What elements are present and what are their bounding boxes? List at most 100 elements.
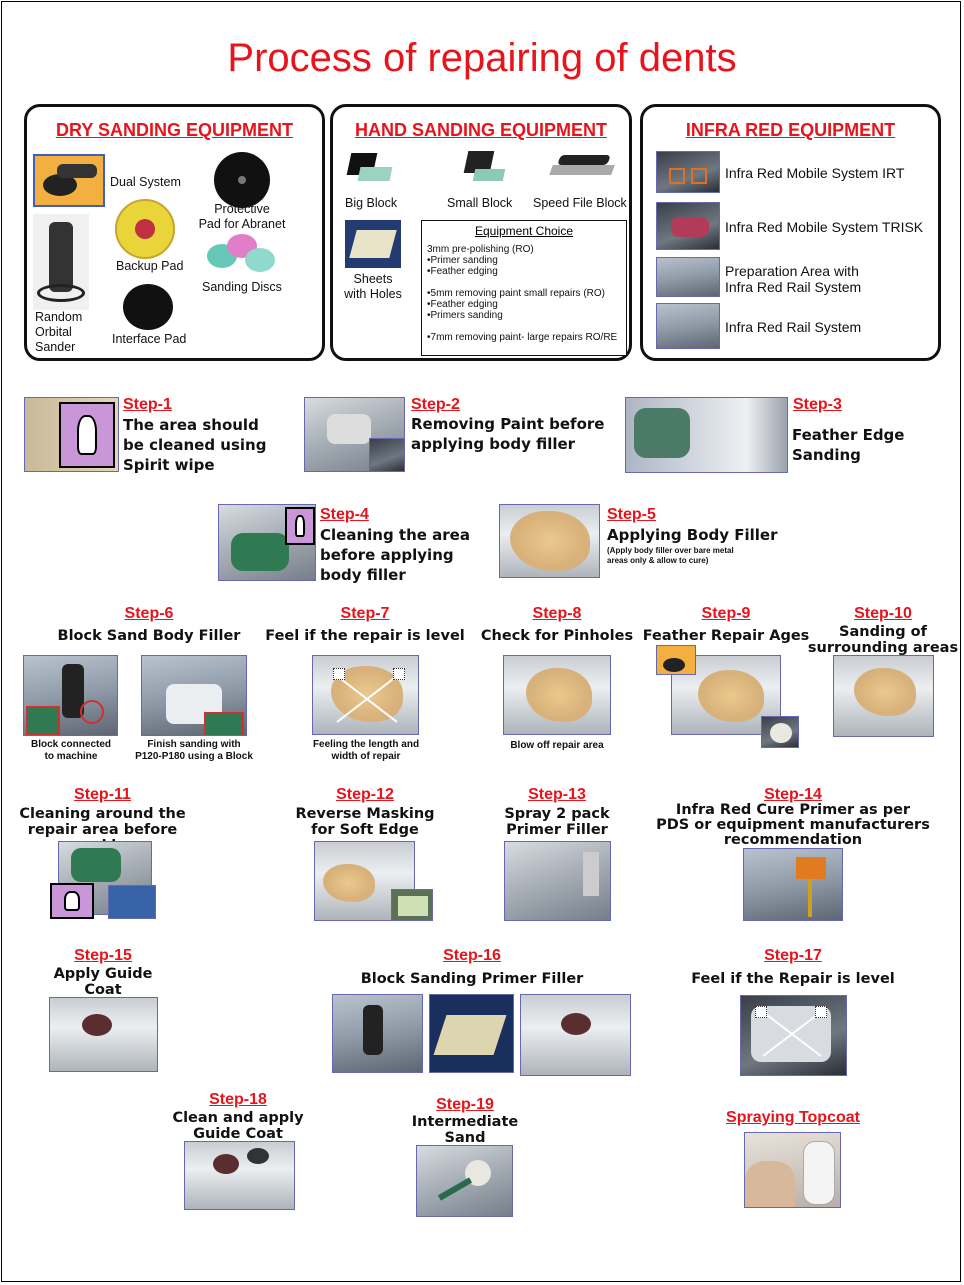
step10-image (833, 655, 934, 737)
step9-sander-inset (656, 645, 696, 675)
step13-desc: Spray 2 pack Primer Filler (504, 806, 610, 838)
sanding-discs-image (207, 234, 279, 274)
step6-desc: Block Sand Body Filler (57, 628, 241, 644)
step14-desc: Infra Red Cure Primer as per PDS or equi… (656, 802, 930, 848)
step18-label: Step-18 (209, 1091, 267, 1108)
step16-machine-image (332, 994, 423, 1073)
step13-label: Step-13 (528, 786, 586, 803)
equipment-choice-item: •Primer sanding (427, 255, 498, 266)
ir-item-label: Preparation Area with Infra Red Rail Sys… (725, 263, 862, 295)
step6-block-image (141, 655, 247, 736)
step11-glove-icon (50, 883, 94, 919)
step18-image (184, 1141, 295, 1210)
step10-label: Step-10 (854, 605, 912, 622)
step6-caption-1: Block connected to machine (30, 739, 112, 762)
step3-desc: Feather Edge Sanding (792, 426, 905, 464)
infra-red-panel: INFRA RED EQUIPMENT Infra Red Mobile Sys… (640, 104, 941, 361)
ir-irt-image (656, 151, 720, 193)
equipment-choice-item: •Feather edging (427, 299, 498, 310)
ir-trisk-image (656, 202, 720, 250)
hand-sanding-panel: HAND SANDING EQUIPMENT Big Block Small B… (330, 104, 632, 361)
step15-label: Step-15 (74, 947, 132, 964)
step8-desc: Check for Pinholes (480, 628, 634, 644)
equipment-choice-item: •Feather edging (427, 266, 498, 277)
step12-desc: Reverse Masking for Soft Edge (295, 806, 435, 838)
step4-image (218, 504, 316, 581)
ir-rail-image (656, 303, 720, 349)
step17-label: Step-17 (764, 947, 822, 964)
interface-pad-label: Interface Pad (112, 332, 187, 346)
step19-image (416, 1145, 513, 1217)
equipment-choice-item (427, 277, 627, 288)
step7-label: Step-7 (340, 605, 390, 622)
step6-label: Step-6 (124, 605, 174, 622)
random-orbital-label: Random Orbital Sander (35, 310, 83, 354)
step12-label: Step-12 (336, 786, 394, 803)
backup-pad-image (115, 199, 175, 259)
step1-label: Step-1 (123, 396, 172, 413)
equipment-choice-list: 3mm pre-polishing (RO) •Primer sanding •… (427, 244, 627, 343)
random-orbital-sander-image (33, 214, 89, 310)
step9-label: Step-9 (701, 605, 751, 622)
hand-sanding-title: HAND SANDING EQUIPMENT (354, 120, 607, 140)
level-check-cross (336, 675, 398, 723)
step5-label: Step-5 (607, 506, 656, 523)
step3-image (625, 397, 788, 473)
page-title: Process of repairing of dents (227, 36, 737, 80)
step2-desc: Removing Paint before applying body fill… (411, 415, 605, 453)
step4-desc: Cleaning the area before applying body f… (320, 526, 470, 584)
infra-red-title: INFRA RED EQUIPMENT (685, 120, 896, 140)
step8-image (503, 655, 611, 735)
ir-item-label: Infra Red Rail System (725, 319, 862, 335)
sheets-with-holes-image (345, 220, 401, 268)
step6-machine-image (23, 655, 118, 736)
speed-file-block-image (547, 151, 619, 187)
dual-system-image (33, 154, 105, 207)
backup-pad-label: Backup Pad (116, 259, 184, 273)
dry-sanding-panel: DRY SANDING EQUIPMENT Dual System Protec… (24, 104, 325, 361)
step19-label: Step-19 (436, 1096, 494, 1113)
equipment-choice-item (427, 321, 627, 332)
step16-block-image (429, 994, 514, 1073)
step18-desc: Clean and apply Guide Coat (172, 1110, 304, 1142)
step1-desc: The area should be cleaned using Spirit … (123, 416, 267, 474)
topcoat-label: Spraying Topcoat (726, 1109, 860, 1126)
step8-caption: Blow off repair area (510, 740, 604, 751)
step13-image (504, 841, 611, 921)
equipment-choice-box: Equipment Choice 3mm pre-polishing (RO) … (421, 220, 627, 356)
interface-pad-image (123, 284, 173, 330)
step3-label: Step-3 (793, 396, 842, 413)
step2-image (304, 397, 405, 472)
step7-image (312, 655, 419, 735)
step15-desc: Apply Guide Coat (53, 966, 153, 998)
step7-desc: Feel if the repair is level (265, 628, 465, 644)
step17-image (740, 995, 847, 1076)
protective-pad-label: Protective Pad for Abranet (198, 202, 286, 231)
dry-sanding-title: DRY SANDING EQUIPMENT (55, 120, 294, 140)
step2-label: Step-2 (411, 396, 460, 413)
step16-desc: Block Sanding Primer Filler (360, 971, 584, 987)
equipment-choice-item: •Primers sanding (427, 310, 503, 321)
equipment-choice-item: •7mm removing paint- large repairs RO/RE (427, 332, 618, 343)
step15-image (49, 997, 158, 1072)
dual-system-label: Dual System (110, 175, 181, 189)
step9-disc-inset (761, 716, 799, 748)
step4-label: Step-4 (320, 506, 369, 523)
step10-desc: Sanding of surrounding areas (807, 624, 959, 656)
step5-desc: Applying Body Filler (607, 526, 778, 544)
speed-file-block-label: Speed File Block (533, 196, 627, 210)
ir-prep-area-image (656, 257, 720, 297)
step5-note: (Apply body filler over bare metal areas… (607, 546, 734, 565)
step16-label: Step-16 (443, 947, 501, 964)
small-block-label: Small Block (447, 196, 513, 210)
step9-desc: Feather Repair Ages (642, 628, 810, 644)
step6-caption-2: Finish sanding with P120-P180 using a Bl… (135, 739, 253, 762)
equipment-choice-item: 3mm pre-polishing (RO) (427, 244, 534, 255)
ir-item-label: Infra Red Mobile System TRISK (725, 219, 924, 235)
level-check-cross (762, 1011, 822, 1057)
big-block-image (345, 149, 393, 187)
step7-caption: Feeling the length and width of repair (312, 739, 420, 762)
sanding-discs-label: Sanding Discs (202, 280, 282, 294)
step11-label: Step-11 (74, 786, 131, 803)
